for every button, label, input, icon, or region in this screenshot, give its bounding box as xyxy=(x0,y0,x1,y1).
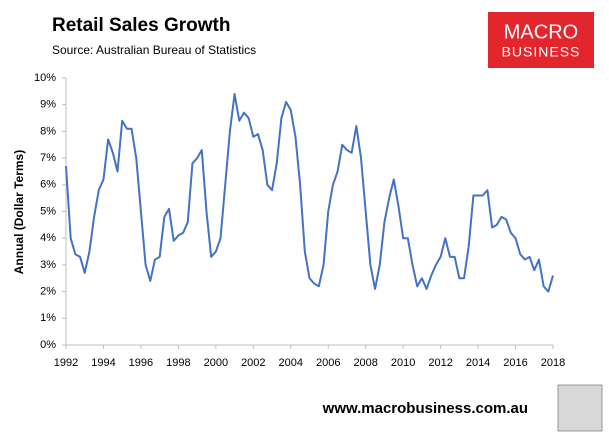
y-tick-label: 6% xyxy=(40,179,56,191)
x-tick-label: 2014 xyxy=(466,357,490,369)
y-tick-label: 10% xyxy=(34,72,56,84)
x-tick-label: 2016 xyxy=(503,357,527,369)
y-tick-label: 8% xyxy=(40,125,56,137)
y-tick-label: 5% xyxy=(40,205,56,217)
y-tick-label: 9% xyxy=(40,99,56,111)
y-tick-label: 2% xyxy=(40,286,56,298)
x-tick-label: 1994 xyxy=(91,357,115,369)
logo-icon xyxy=(557,384,603,432)
x-tick-label: 2004 xyxy=(279,357,303,369)
y-tick-label: 7% xyxy=(40,152,56,164)
x-tick-label: 2002 xyxy=(241,357,265,369)
y-tick-label: 3% xyxy=(40,259,56,271)
logo-box xyxy=(488,12,594,68)
x-tick-label: 2006 xyxy=(316,357,340,369)
x-tick-label: 2000 xyxy=(204,357,228,369)
y-tick-label: 0% xyxy=(40,339,56,351)
footer-url: www.macrobusiness.com.au xyxy=(322,400,528,417)
x-tick-label: 2008 xyxy=(353,357,377,369)
logo-bottom: BUSINESS xyxy=(502,44,581,60)
chart-subtitle: Source: Australian Bureau of Statistics xyxy=(52,43,256,57)
x-tick-label: 1992 xyxy=(54,357,78,369)
chart-title: Retail Sales Growth xyxy=(52,15,230,36)
x-tick-label: 2018 xyxy=(541,357,565,369)
logo-top: MACRO xyxy=(504,21,578,43)
data-line xyxy=(65,93,554,293)
x-tick-label: 1998 xyxy=(166,357,190,369)
x-tick-label: 2012 xyxy=(428,357,452,369)
y-axis-label: Annual (Dollar Terms) xyxy=(12,150,26,274)
y-tick-label: 1% xyxy=(40,312,56,324)
x-tick-label: 2010 xyxy=(391,357,415,369)
x-tick-label: 1996 xyxy=(129,357,153,369)
y-tick-label: 4% xyxy=(40,232,56,244)
